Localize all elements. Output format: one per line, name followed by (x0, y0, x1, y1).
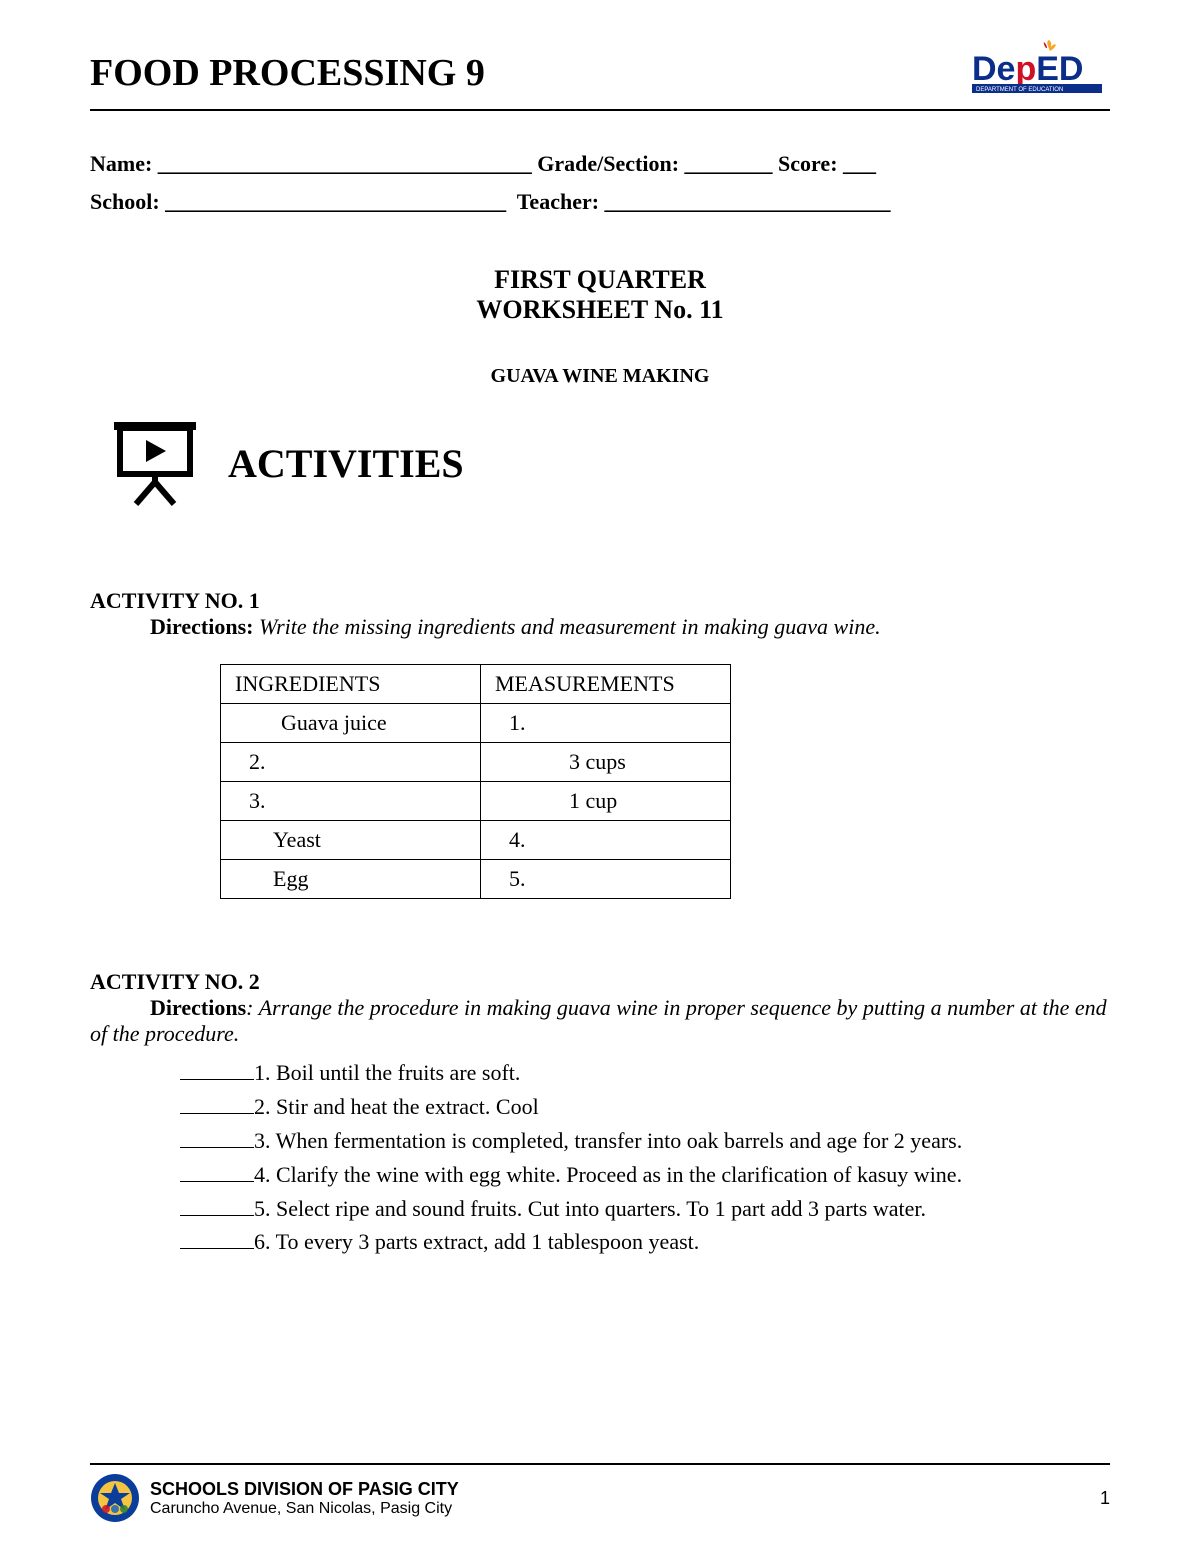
table-row: Egg5. (221, 860, 731, 899)
quarter-title: FIRST QUARTER (90, 265, 1110, 295)
blank-line[interactable] (180, 1248, 254, 1249)
footer: SCHOOLS DIVISION OF PASIG CITY Caruncho … (0, 1463, 1200, 1523)
cell: 1. (481, 704, 731, 743)
procedure-item: 5. Select ripe and sound fruits. Cut int… (180, 1193, 1110, 1225)
procedure-text: 4. Clarify the wine with egg white. Proc… (254, 1162, 962, 1187)
directions-label: Directions: (150, 614, 253, 639)
form-line-2: School: _______________________________ … (90, 189, 1110, 215)
blank-line[interactable] (180, 1147, 254, 1148)
procedure-text: 6. To every 3 parts extract, add 1 table… (254, 1229, 699, 1254)
blank-line[interactable] (180, 1113, 254, 1114)
procedure-item: 6. To every 3 parts extract, add 1 table… (180, 1226, 1110, 1258)
cell: 1 cup (481, 782, 731, 821)
cell: Egg (221, 860, 481, 899)
blank-line[interactable] (180, 1215, 254, 1216)
activity-2-directions: Directions: Arrange the procedure in mak… (90, 995, 1110, 1047)
activity-1-directions: Directions: Write the missing ingredient… (150, 614, 1110, 640)
table-row: Guava juice1. (221, 704, 731, 743)
table-row: 3.1 cup (221, 782, 731, 821)
ingredients-table: INGREDIENTS MEASUREMENTS Guava juice1. 2… (220, 664, 731, 899)
logo-de: DepED (972, 50, 1083, 88)
footer-org: SCHOOLS DIVISION OF PASIG CITY (150, 1479, 459, 1500)
page-title: FOOD PROCESSING 9 (90, 51, 485, 95)
flame-icon-red (1044, 42, 1047, 48)
page-number: 1 (1100, 1488, 1110, 1509)
procedure-list: 1. Boil until the fruits are soft. 2. Sti… (90, 1057, 1110, 1258)
activity-2-heading: ACTIVITY NO. 2 (90, 969, 1110, 995)
logo-sub: DEPARTMENT OF EDUCATION (976, 87, 1063, 93)
form-line-1: Name: __________________________________… (90, 151, 1110, 177)
blank-line[interactable] (180, 1181, 254, 1182)
cell: 3 cups (481, 743, 731, 782)
cell: Yeast (221, 821, 481, 860)
table-header-row: INGREDIENTS MEASUREMENTS (221, 665, 731, 704)
deped-logo: DepED DEPARTMENT OF EDUCATION (970, 40, 1110, 105)
activity-1-heading: ACTIVITY NO. 1 (90, 588, 1110, 614)
header-rule (90, 109, 1110, 111)
directions-text: Write the missing ingredients and measur… (253, 614, 880, 639)
procedure-text: 1. Boil until the fruits are soft. (254, 1060, 520, 1085)
procedure-item: 1. Boil until the fruits are soft. (180, 1057, 1110, 1089)
blank-line[interactable] (180, 1079, 254, 1080)
footer-rule (90, 1463, 1110, 1465)
header: FOOD PROCESSING 9 DepED DEPARTMENT OF ED… (90, 40, 1110, 105)
footer-left: SCHOOLS DIVISION OF PASIG CITY Caruncho … (90, 1473, 459, 1523)
cell: 4. (481, 821, 731, 860)
activities-header: ACTIVITIES (110, 418, 1110, 508)
procedure-item: 4. Clarify the wine with egg white. Proc… (180, 1159, 1110, 1191)
activities-label: ACTIVITIES (228, 440, 464, 487)
directions-label: Directions (150, 995, 246, 1020)
procedure-text: 2. Stir and heat the extract. Cool (254, 1094, 539, 1119)
cell: Guava juice (221, 704, 481, 743)
procedure-text: 5. Select ripe and sound fruits. Cut int… (254, 1196, 926, 1221)
col-header-ingredients: INGREDIENTS (221, 665, 481, 704)
presentation-icon (110, 418, 200, 508)
procedure-item: 2. Stir and heat the extract. Cool (180, 1091, 1110, 1123)
topic-title: GUAVA WINE MAKING (90, 365, 1110, 388)
cell: 3. (221, 782, 481, 821)
footer-addr: Caruncho Avenue, San Nicolas, Pasig City (150, 1500, 459, 1518)
table-row: 2.3 cups (221, 743, 731, 782)
procedure-text: 3. When fermentation is completed, trans… (254, 1128, 962, 1153)
cell: 5. (481, 860, 731, 899)
worksheet-number: WORKSHEET No. 11 (90, 295, 1110, 325)
procedure-item: 3. When fermentation is completed, trans… (180, 1125, 1110, 1157)
seal-icon (90, 1473, 140, 1523)
cell: 2. (221, 743, 481, 782)
table-row: Yeast4. (221, 821, 731, 860)
col-header-measurements: MEASUREMENTS (481, 665, 731, 704)
